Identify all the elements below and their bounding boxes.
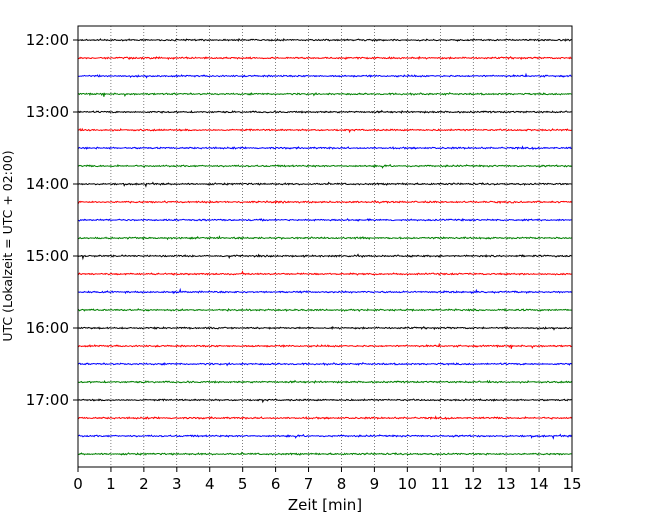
x-tick-label: 10 (398, 475, 417, 493)
x-tick-label: 9 (370, 475, 380, 493)
y-axis-ticks: 12:00 13:00 14:00 15:00 16:00 17:00 (26, 31, 78, 409)
trace-1515 (77, 270, 572, 276)
trace-1530 (77, 287, 572, 295)
x-tick-label: 5 (238, 475, 248, 493)
trace-1445 (77, 235, 572, 241)
trace-1400 (77, 181, 572, 188)
y-tick-label: 17:00 (26, 391, 69, 409)
trace-1200 (77, 37, 572, 42)
trace-1300 (77, 109, 572, 114)
y-tick-label: 14:00 (26, 175, 69, 193)
x-tick-label: 14 (530, 475, 549, 493)
x-tick-label: 13 (497, 475, 516, 493)
x-tick-label: 11 (431, 475, 450, 493)
trace-1615 (77, 342, 572, 349)
trace-1230 (77, 72, 572, 79)
trace-1630 (77, 361, 572, 367)
x-tick-label: 4 (205, 475, 215, 493)
trace-1430 (77, 217, 572, 222)
trace-1700 (77, 398, 572, 404)
trace-1415 (77, 200, 572, 205)
y-tick-label: 16:00 (26, 319, 69, 337)
y-axis-label: UTC (Lokalzeit = UTC + 02:00) (0, 150, 15, 341)
trace-1645 (77, 379, 572, 384)
x-tick-label: 1 (106, 475, 116, 493)
seismic-traces (77, 37, 572, 456)
x-tick-label: 7 (304, 475, 314, 493)
trace-1330 (77, 145, 572, 151)
x-tick-label: 0 (73, 475, 83, 493)
x-axis-label: Zeit [min] (288, 496, 362, 514)
trace-1715 (77, 415, 572, 421)
y-tick-label: 15:00 (26, 247, 69, 265)
x-tick-label: 15 (562, 475, 581, 493)
x-tick-label: 2 (139, 475, 149, 493)
x-tick-label: 12 (464, 475, 483, 493)
trace-1600 (77, 325, 572, 331)
trace-1315 (77, 127, 572, 134)
x-tick-label: 8 (337, 475, 347, 493)
trace-1215 (77, 55, 572, 61)
x-tick-label: 6 (271, 475, 281, 493)
trace-1545 (77, 307, 572, 312)
trace-1500 (77, 253, 572, 261)
x-axis-ticks: 0 1 2 3 4 5 6 7 8 9 10 11 12 13 14 15 (73, 467, 582, 493)
trace-1730 (77, 433, 572, 440)
y-tick-label: 12:00 (26, 31, 69, 49)
y-tick-label: 13:00 (26, 103, 69, 121)
plot-frame (77, 25, 573, 468)
trace-1245 (77, 91, 572, 97)
trace-1345 (77, 163, 572, 169)
trace-1745 (77, 451, 572, 456)
x-tick-label: 3 (172, 475, 182, 493)
